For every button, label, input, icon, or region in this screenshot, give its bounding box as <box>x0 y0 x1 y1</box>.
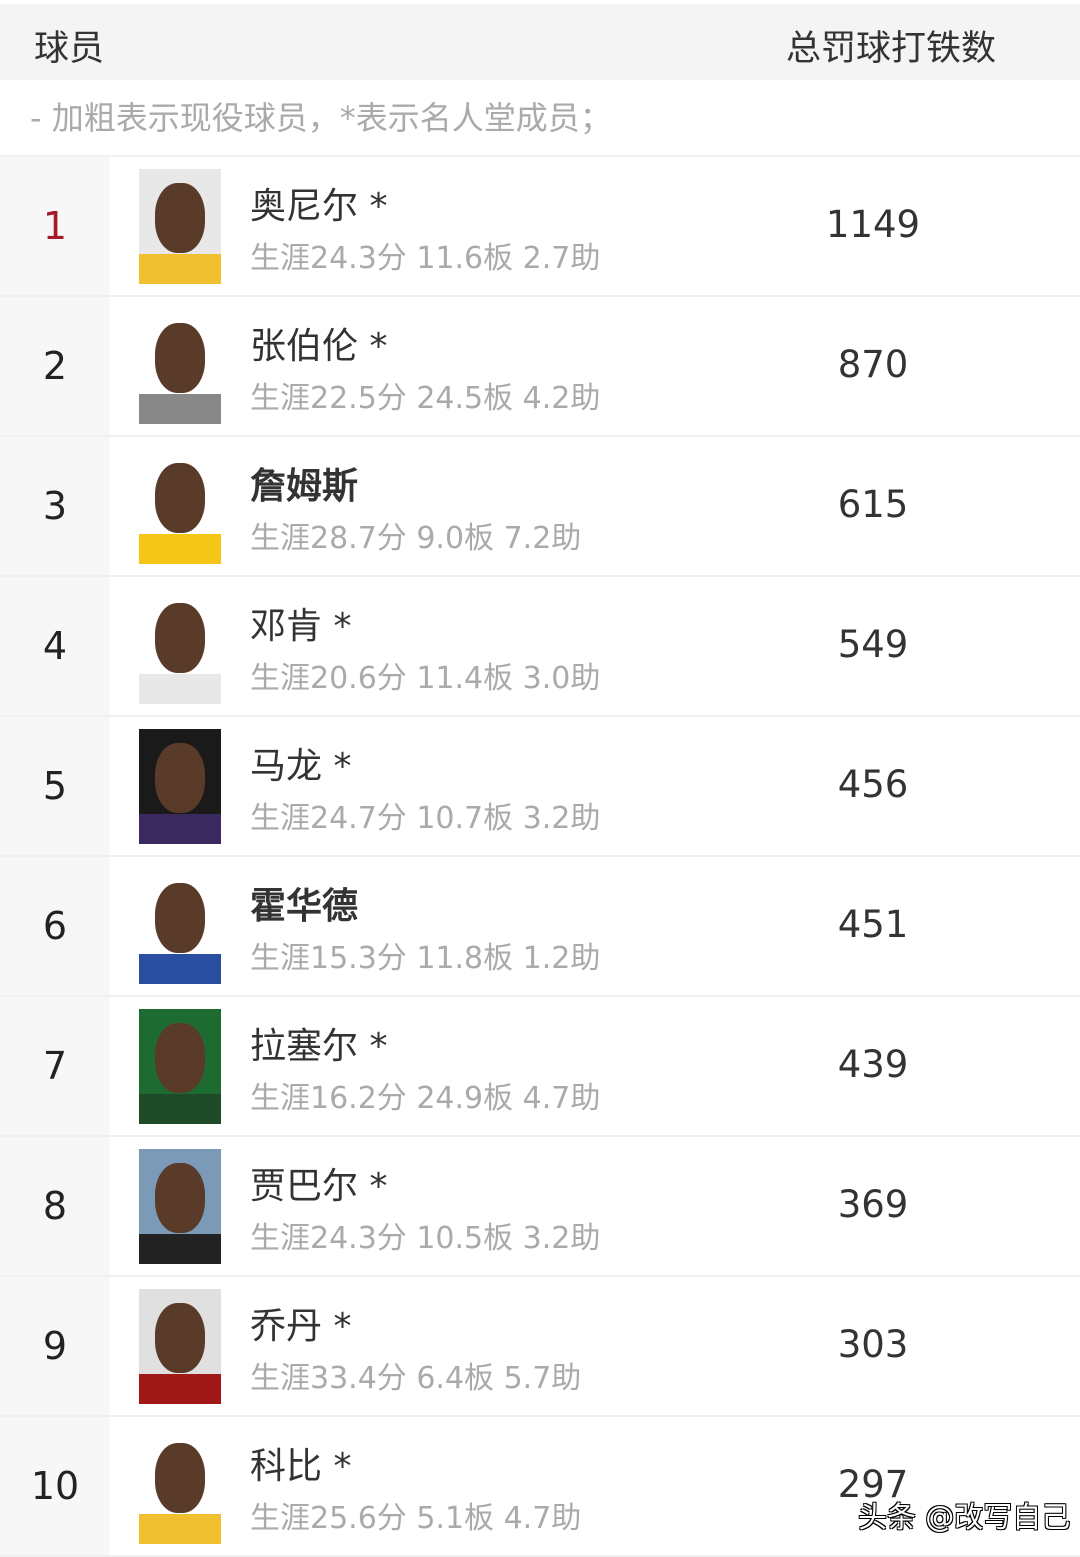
player-career-stats: 生涯22.5分 24.5板 4.2助 <box>250 381 601 416</box>
player-career-stats: 生涯24.3分 10.5板 3.2助 <box>250 1221 601 1256</box>
table-row[interactable]: 9 乔丹 * 生涯33.4分 6.4板 5.7助 303 <box>0 1277 1080 1417</box>
player-career-stats: 生涯33.4分 6.4板 5.7助 <box>250 1361 582 1396</box>
player-avatar <box>139 449 221 564</box>
rank-number: 3 <box>0 437 110 575</box>
free-throw-misses-value: 451 <box>837 903 909 946</box>
player-avatar <box>139 1009 221 1124</box>
rank-number: 9 <box>0 1277 110 1415</box>
player-career-stats: 生涯24.3分 11.6板 2.7助 <box>250 241 601 276</box>
player-avatar <box>139 729 221 844</box>
ranking-list: 1 奥尼尔 * 生涯24.3分 11.6板 2.7助 1149 2 张伯伦 * 生… <box>0 157 1080 1557</box>
player-name[interactable]: 拉塞尔 * <box>250 1026 388 1067</box>
rank-number: 10 <box>0 1417 110 1555</box>
player-name[interactable]: 科比 * <box>250 1446 352 1487</box>
table-row[interactable]: 4 邓肯 * 生涯20.6分 11.4板 3.0助 549 <box>0 577 1080 717</box>
player-name[interactable]: 詹姆斯 <box>250 466 359 507</box>
player-career-stats: 生涯28.7分 9.0板 7.2助 <box>250 521 582 556</box>
player-avatar <box>139 169 221 284</box>
free-throw-misses-value: 303 <box>837 1323 909 1366</box>
player-name[interactable]: 乔丹 * <box>250 1306 352 1347</box>
free-throw-misses-value: 456 <box>837 763 909 806</box>
free-throw-misses-value: 870 <box>837 343 909 386</box>
table-row[interactable]: 8 贾巴尔 * 生涯24.3分 10.5板 3.2助 369 <box>0 1137 1080 1277</box>
free-throw-misses-value: 439 <box>837 1043 909 1086</box>
column-header-player: 球员 <box>34 29 105 69</box>
player-name[interactable]: 张伯伦 * <box>250 326 388 367</box>
free-throw-misses-value: 549 <box>837 623 909 666</box>
player-career-stats: 生涯15.3分 11.8板 1.2助 <box>250 941 601 976</box>
player-career-stats: 生涯20.6分 11.4板 3.0助 <box>250 661 601 696</box>
player-career-stats: 生涯25.6分 5.1板 4.7助 <box>250 1501 582 1536</box>
free-throw-misses-value: 297 <box>837 1463 909 1506</box>
rank-number: 1 <box>0 157 110 295</box>
column-header-free-throw-misses: 总罚球打铁数 <box>785 29 996 69</box>
rank-number: 4 <box>0 577 110 715</box>
player-career-stats: 生涯16.2分 24.9板 4.7助 <box>250 1081 601 1116</box>
table-row[interactable]: 6 霍华德 生涯15.3分 11.8板 1.2助 451 <box>0 857 1080 997</box>
free-throw-misses-value: 615 <box>837 483 909 526</box>
player-avatar <box>139 869 221 984</box>
player-avatar <box>139 309 221 424</box>
free-throw-misses-value: 369 <box>837 1183 909 1226</box>
rank-number: 2 <box>0 297 110 435</box>
table-row[interactable]: 1 奥尼尔 * 生涯24.3分 11.6板 2.7助 1149 <box>0 157 1080 297</box>
rank-number: 8 <box>0 1137 110 1275</box>
player-avatar <box>139 1429 221 1544</box>
player-name[interactable]: 邓肯 * <box>250 606 352 647</box>
rank-number: 5 <box>0 717 110 855</box>
player-avatar <box>139 589 221 704</box>
table-row[interactable]: 10 科比 * 生涯25.6分 5.1板 4.7助 297 <box>0 1417 1080 1557</box>
table-row[interactable]: 7 拉塞尔 * 生涯16.2分 24.9板 4.7助 439 <box>0 997 1080 1137</box>
player-name[interactable]: 贾巴尔 * <box>250 1166 388 1207</box>
table-row[interactable]: 2 张伯伦 * 生涯22.5分 24.5板 4.2助 870 <box>0 297 1080 437</box>
table-header: 球员 总罚球打铁数 <box>0 0 1080 80</box>
rank-number: 7 <box>0 997 110 1135</box>
player-name[interactable]: 奥尼尔 * <box>250 186 388 227</box>
player-name[interactable]: 马龙 * <box>250 746 352 787</box>
table-row[interactable]: 3 詹姆斯 生涯28.7分 9.0板 7.2助 615 <box>0 437 1080 577</box>
watermark: 头条 @改写自己 <box>858 1500 1071 1534</box>
legend-note: - 加粗表示现役球员，*表示名人堂成员； <box>0 80 1080 157</box>
player-career-stats: 生涯24.7分 10.7板 3.2助 <box>250 801 601 836</box>
free-throw-misses-value: 1149 <box>825 203 921 246</box>
rank-number: 6 <box>0 857 110 995</box>
table-row[interactable]: 5 马龙 * 生涯24.7分 10.7板 3.2助 456 <box>0 717 1080 857</box>
player-avatar <box>139 1149 221 1264</box>
player-avatar <box>139 1289 221 1404</box>
player-name[interactable]: 霍华德 <box>250 886 359 927</box>
